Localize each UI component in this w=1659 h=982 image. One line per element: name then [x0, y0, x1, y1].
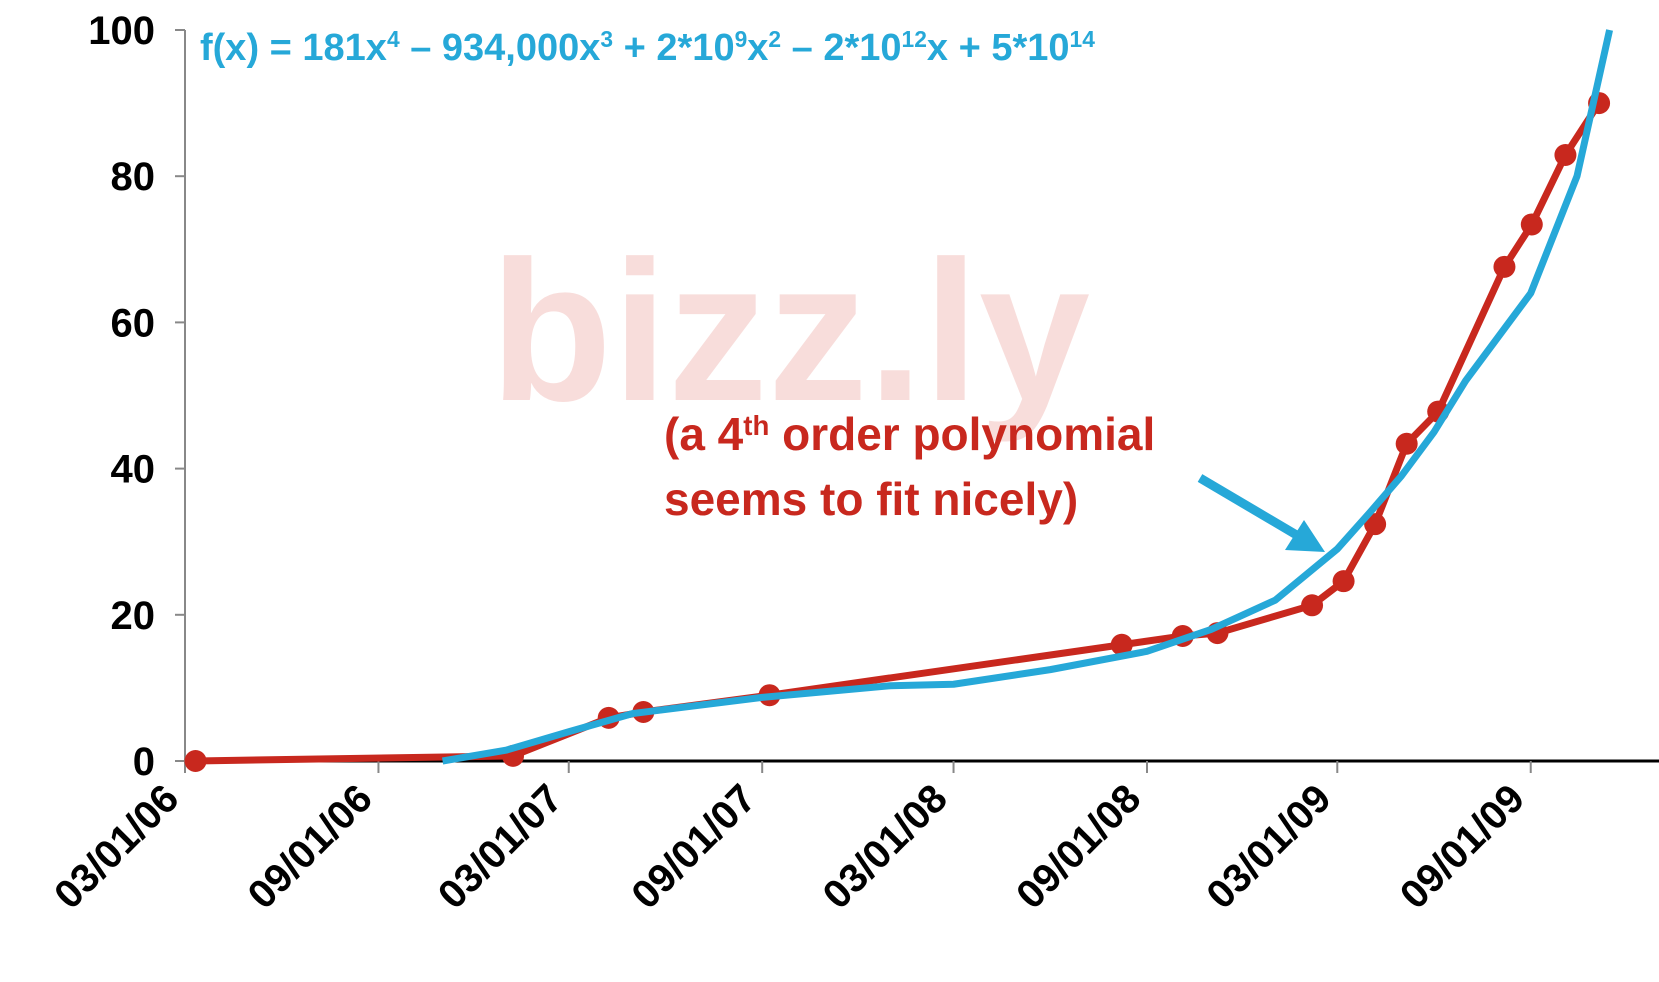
x-tick-label: 09/01/07	[623, 776, 764, 917]
y-tick-label: 100	[88, 9, 155, 53]
superscript: 2	[768, 26, 781, 52]
arrow	[1197, 474, 1308, 544]
superscript: 4	[387, 26, 400, 52]
text-part: – 934,000x	[400, 27, 601, 69]
data-point	[1110, 633, 1133, 656]
superscript: 12	[902, 26, 927, 52]
data-point	[1395, 432, 1418, 455]
text-part: x	[747, 27, 768, 69]
text-part: (a 4	[664, 408, 744, 460]
annotation: seems to fit nicely)	[664, 473, 1078, 525]
y-tick-label: 60	[111, 301, 156, 345]
data-point	[1332, 570, 1355, 593]
data-point	[1364, 513, 1387, 536]
y-tick-label: 0	[133, 740, 155, 784]
superscript: 14	[1070, 26, 1096, 52]
x-tick-label: 09/01/08	[1008, 776, 1149, 917]
text-part: – 2*10	[781, 27, 901, 69]
watermark: bizz.ly	[490, 220, 1090, 443]
data-point	[1554, 144, 1577, 167]
text-part: f(x) = 181x	[200, 27, 387, 69]
y-tick-label: 40	[111, 448, 156, 492]
data-point	[1493, 255, 1516, 278]
text-part: + 2*10	[613, 27, 735, 69]
arrow-head	[1285, 520, 1325, 552]
annotation: (a 4th order polynomial	[664, 408, 1155, 460]
superscript: 9	[735, 26, 748, 52]
y-tick-label: 80	[111, 155, 156, 199]
superscript: th	[743, 410, 769, 441]
text-part: order polynomial	[769, 408, 1155, 460]
x-tick-label: 03/01/09	[1198, 776, 1339, 917]
series-line	[441, 29, 1614, 765]
data-point	[184, 750, 207, 772]
superscript: 3	[600, 26, 613, 52]
formula: f(x) = 181x4 – 934,000x3 + 2*109x2 – 2*1…	[200, 26, 1095, 69]
data-point	[1301, 594, 1324, 617]
x-tick-label: 09/01/06	[240, 776, 381, 917]
text-part: x + 5*10	[927, 27, 1070, 69]
x-tick-label: 03/01/07	[430, 776, 571, 917]
data-point	[1520, 213, 1543, 236]
x-tick-label: 09/01/09	[1392, 776, 1533, 917]
x-tick-label: 03/01/08	[815, 776, 956, 917]
y-tick-label: 20	[111, 594, 156, 638]
x-tick-label: 03/01/06	[46, 776, 187, 917]
